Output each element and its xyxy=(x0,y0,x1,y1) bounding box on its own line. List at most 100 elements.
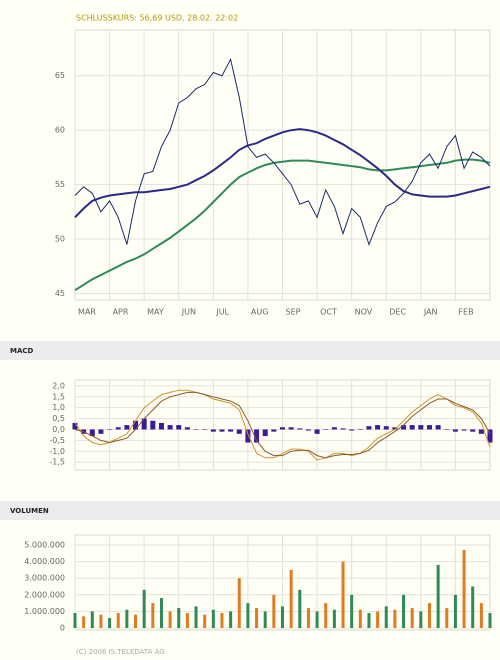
volume-bar xyxy=(99,614,103,629)
histogram-bar xyxy=(297,428,303,430)
histogram-bar xyxy=(452,429,458,432)
y-tick-label: 55 xyxy=(55,180,65,189)
histogram-bar xyxy=(72,422,78,430)
macd-title: MACD xyxy=(10,347,34,355)
histogram-bar xyxy=(150,420,156,430)
volume-bar xyxy=(410,608,414,629)
histogram-bar xyxy=(418,425,424,430)
histogram-bar xyxy=(435,425,441,430)
histogram-bar xyxy=(349,429,355,431)
volume-bar xyxy=(384,606,388,629)
histogram-bar xyxy=(288,427,294,430)
x-tick-label: DEC xyxy=(389,308,406,317)
volume-bar xyxy=(488,613,492,629)
volume-bar xyxy=(203,614,207,629)
volume-bar xyxy=(367,613,371,629)
y-tick-label: 3.000.000 xyxy=(24,574,65,583)
volume-bar xyxy=(350,594,354,629)
histogram-bar xyxy=(401,425,407,430)
y-tick-label: 4.000.000 xyxy=(24,557,65,566)
copyright: (C) 2006 IS.TELEDATA AG xyxy=(76,648,165,656)
volume-bar xyxy=(393,609,397,629)
y-tick-label: 1,0 xyxy=(52,403,65,412)
y-tick-label: 1.000.000 xyxy=(24,607,65,616)
volume-bar xyxy=(289,569,293,629)
y-tick-label: -1,0 xyxy=(49,447,65,456)
volume-bar xyxy=(402,594,406,629)
y-tick-label: -1,5 xyxy=(49,458,65,467)
histogram-bar xyxy=(124,425,130,430)
histogram-bar xyxy=(107,429,113,430)
histogram-bar xyxy=(202,429,208,430)
y-tick-label: 2,0 xyxy=(52,381,65,390)
chart-title: SCHLUSSKURS: 56,69 USD, 28.02. 22:02 xyxy=(76,14,238,23)
volume-bar xyxy=(73,613,77,629)
histogram-bar xyxy=(184,427,190,430)
y-tick-label: -0,5 xyxy=(49,436,65,445)
histogram-bar xyxy=(487,429,493,443)
histogram-bar xyxy=(314,429,320,434)
volume-bar xyxy=(427,603,431,629)
volume-title: VOLUMEN xyxy=(10,507,49,515)
volume-bar xyxy=(436,564,440,629)
histogram-bar xyxy=(444,429,450,430)
volume-bar xyxy=(211,609,215,629)
volume-bar xyxy=(358,609,362,629)
volume-bar xyxy=(142,589,146,629)
volume-bar xyxy=(194,606,198,629)
histogram-bar xyxy=(141,418,147,430)
volume-bar xyxy=(229,611,233,629)
x-tick-label: APR xyxy=(113,308,129,317)
histogram-bar xyxy=(461,429,467,431)
histogram-bar xyxy=(193,429,199,430)
volume-bar xyxy=(125,609,129,629)
y-tick-label: 0,5 xyxy=(52,414,65,423)
x-tick-label: OCT xyxy=(320,308,337,317)
volume-bar xyxy=(159,598,163,629)
y-tick-label: 1,5 xyxy=(52,392,65,401)
macd-band xyxy=(0,341,500,360)
volume-bar xyxy=(479,603,483,629)
histogram-bar xyxy=(323,429,329,430)
histogram-bar xyxy=(245,429,251,443)
histogram-bar xyxy=(426,425,432,430)
histogram-bar xyxy=(133,420,139,430)
x-tick-label: MAR xyxy=(78,308,96,317)
x-tick-label: JUL xyxy=(215,308,229,317)
histogram-bar xyxy=(366,426,372,430)
volume-bar xyxy=(376,611,380,629)
y-tick-label: 0,0 xyxy=(52,425,65,434)
histogram-bar xyxy=(375,425,381,430)
volume-bar xyxy=(272,594,276,629)
histogram-bar xyxy=(236,429,242,434)
volume-bar xyxy=(263,611,267,629)
volume-bar xyxy=(471,586,475,629)
histogram-bar xyxy=(357,429,363,430)
volume-bar xyxy=(341,561,345,629)
volume-bar xyxy=(332,609,336,629)
volume-bar xyxy=(220,613,224,629)
x-tick-label: SEP xyxy=(286,308,301,317)
histogram-bar xyxy=(340,428,346,430)
volume-bar xyxy=(306,608,310,629)
volume-bar xyxy=(82,616,86,629)
histogram-bar xyxy=(280,427,285,430)
histogram-bar xyxy=(176,425,182,430)
volume-bar xyxy=(462,549,466,629)
volume-bar xyxy=(134,614,138,629)
x-tick-label: JAN xyxy=(423,308,438,317)
volume-bar xyxy=(168,611,172,629)
y-tick-label: 2.000.000 xyxy=(24,590,65,599)
series-line xyxy=(74,158,491,292)
x-tick-label: AUG xyxy=(251,308,269,317)
histogram-bar xyxy=(228,429,234,432)
volume-bar xyxy=(177,608,181,629)
series-line xyxy=(74,391,491,459)
volume-bar xyxy=(315,611,319,629)
histogram-bar xyxy=(254,429,260,443)
volume-bar xyxy=(298,589,302,629)
volume-bar xyxy=(90,611,94,629)
volume-bar xyxy=(453,594,457,629)
histogram-bar xyxy=(331,427,337,430)
series-line xyxy=(74,389,491,461)
